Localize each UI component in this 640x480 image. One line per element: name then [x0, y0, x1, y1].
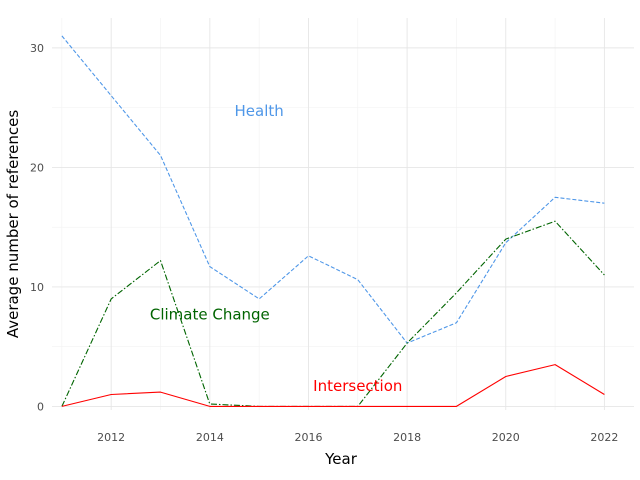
x-tick-label: 2012: [97, 431, 125, 444]
y-axis-ticks: 0 10 20 30: [30, 42, 44, 414]
series-lines: [61, 35, 605, 407]
y-axis-title: Average number of references: [4, 110, 22, 339]
x-tick-label: 2020: [492, 431, 520, 444]
climate-change-line: [61, 220, 605, 407]
y-tick-label: 10: [30, 281, 44, 294]
x-tick-label: 2022: [590, 431, 618, 444]
intersection-line: [61, 364, 605, 407]
x-tick-label: 2018: [393, 431, 421, 444]
minor-grid: [52, 18, 634, 410]
x-axis-title: Year: [324, 450, 358, 468]
x-axis-ticks: 2012 2014 2016 2018 2020 2022: [97, 431, 618, 444]
series-labels: Health Climate Change Intersection: [150, 102, 403, 395]
health-line: [61, 35, 605, 344]
intersection-series-label: Intersection: [313, 377, 402, 395]
x-tick-label: 2014: [196, 431, 224, 444]
climate-change-series-label: Climate Change: [150, 305, 270, 323]
health-series-label: Health: [235, 102, 284, 120]
x-tick-label: 2016: [294, 431, 322, 444]
major-grid: [52, 18, 634, 410]
y-tick-label: 20: [30, 161, 44, 174]
y-tick-label: 30: [30, 42, 44, 55]
y-tick-label: 0: [37, 400, 44, 413]
